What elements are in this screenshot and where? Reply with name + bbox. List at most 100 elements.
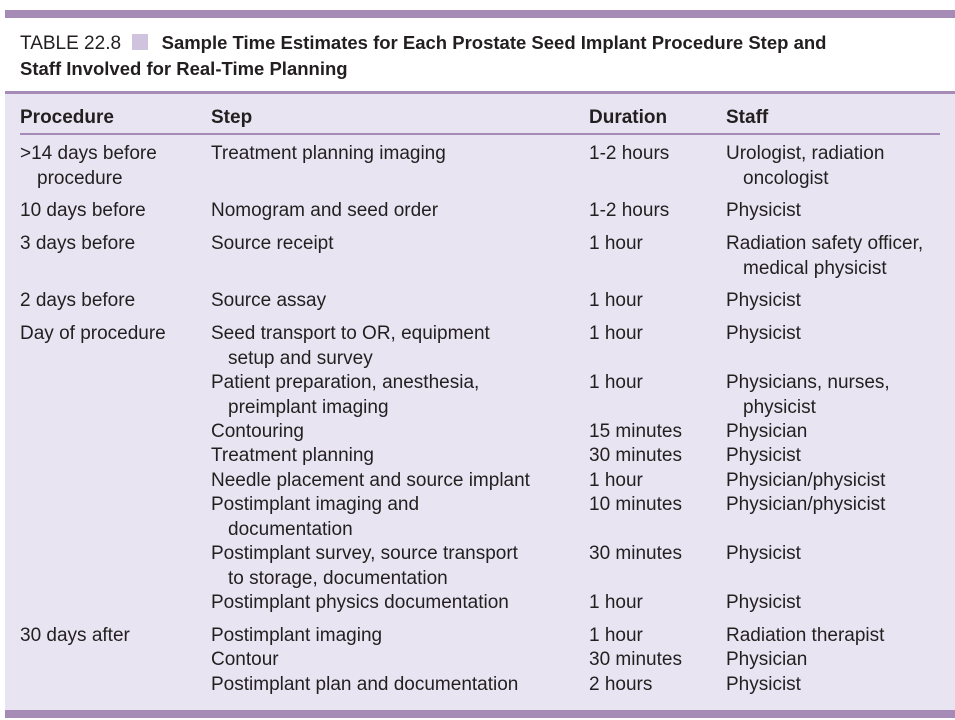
table-number: TABLE 22.8 bbox=[20, 33, 122, 54]
header-staff: Staff bbox=[726, 107, 769, 128]
duration-cell: 1 hour bbox=[589, 591, 719, 616]
staff-cell: Physician/physicist bbox=[726, 469, 951, 494]
step-cell: Source receipt bbox=[211, 232, 581, 257]
staff-cell: Physicist bbox=[726, 444, 951, 469]
procedure-cell: 10 days before bbox=[20, 199, 200, 224]
duration-cell-line: 1 hour bbox=[589, 592, 643, 613]
staff-cell-line: Physicians, nurses, bbox=[726, 372, 890, 393]
table-title-part-2: Staff Involved for Real-Time Planning bbox=[20, 58, 348, 79]
staff-cell-line: Physicist bbox=[726, 200, 801, 221]
duration-cell-line: 2 hours bbox=[589, 674, 653, 695]
procedure-cell: 30 days after bbox=[20, 624, 200, 649]
staff-cell: Physician bbox=[726, 648, 951, 673]
procedure-cell-line: 30 days after bbox=[20, 625, 130, 646]
step-cell: Postimplant survey, source transport to s… bbox=[211, 542, 581, 591]
top-rule bbox=[5, 10, 955, 18]
step-cell-line: Postimplant physics documentation bbox=[211, 592, 509, 613]
duration-cell: 30 minutes bbox=[589, 542, 719, 567]
step-cell-line: documentation bbox=[228, 518, 353, 540]
header-step: Step bbox=[211, 107, 253, 128]
duration-cell: 2 hours bbox=[589, 673, 719, 698]
header-rule bbox=[20, 133, 940, 135]
step-cell-line: Postimplant survey, source transport bbox=[211, 543, 518, 564]
step-cell: Nomogram and seed order bbox=[211, 199, 581, 224]
staff-cell: Physician bbox=[726, 420, 951, 445]
step-cell: Contour bbox=[211, 648, 581, 673]
step-cell-line: Nomogram and seed order bbox=[211, 200, 439, 221]
step-cell-line: Source assay bbox=[211, 290, 327, 311]
staff-cell-line: Urologist, radiation bbox=[726, 143, 885, 164]
step-cell: Treatment planning bbox=[211, 444, 581, 469]
staff-cell-line: Physician bbox=[726, 421, 808, 442]
duration-cell-line: 1 hour bbox=[589, 323, 643, 344]
staff-cell: Physicist bbox=[726, 673, 951, 698]
duration-cell: 1-2 hours bbox=[589, 142, 719, 167]
step-cell: Postimplant physics documentation bbox=[211, 591, 581, 616]
procedure-cell-line: 10 days before bbox=[20, 200, 146, 221]
step-cell-line: Patient preparation, anesthesia, bbox=[211, 372, 480, 393]
staff-cell-line: Physicist bbox=[726, 543, 801, 564]
step-cell: Postimplant imaging bbox=[211, 624, 581, 649]
duration-cell: 1 hour bbox=[589, 469, 719, 494]
step-cell-line: to storage, documentation bbox=[228, 567, 448, 589]
duration-cell: 10 minutes bbox=[589, 493, 719, 518]
duration-cell-line: 10 minutes bbox=[589, 494, 682, 515]
staff-cell: Physicist bbox=[726, 199, 951, 224]
staff-cell-line: Physicist bbox=[726, 674, 801, 695]
duration-cell: 15 minutes bbox=[589, 420, 719, 445]
step-cell-line: Treatment planning imaging bbox=[211, 143, 446, 164]
staff-cell: Radiation therapist bbox=[726, 624, 951, 649]
step-cell-line: Postimplant plan and documentation bbox=[211, 674, 519, 695]
duration-cell-line: 30 minutes bbox=[589, 649, 682, 670]
duration-cell-line: 30 minutes bbox=[589, 543, 682, 564]
step-cell: Postimplant plan and documentation bbox=[211, 673, 581, 698]
procedure-cell-line: Day of procedure bbox=[20, 323, 166, 344]
duration-cell-line: 1 hour bbox=[589, 290, 643, 311]
step-cell: Treatment planning imaging bbox=[211, 142, 581, 167]
duration-cell-line: 15 minutes bbox=[589, 421, 682, 442]
duration-cell: 1 hour bbox=[589, 322, 719, 347]
duration-cell: 1-2 hours bbox=[589, 199, 719, 224]
procedure-cell: 2 days before bbox=[20, 289, 200, 314]
duration-cell-line: 1 hour bbox=[589, 470, 643, 491]
duration-cell: 1 hour bbox=[589, 371, 719, 396]
step-cell: Contouring bbox=[211, 420, 581, 445]
duration-cell: 1 hour bbox=[589, 289, 719, 314]
staff-cell-line: medical physicist bbox=[743, 257, 887, 279]
caption-line-2: Staff Involved for Real-Time Planning bbox=[20, 56, 940, 82]
staff-cell-line: oncologist bbox=[743, 167, 829, 189]
staff-cell: Physicist bbox=[726, 322, 951, 347]
duration-cell-line: 1 hour bbox=[589, 625, 643, 646]
duration-cell-line: 1-2 hours bbox=[589, 143, 670, 164]
duration-cell: 1 hour bbox=[589, 624, 719, 649]
staff-cell-line: Physician/physicist bbox=[726, 494, 886, 515]
staff-cell-line: Radiation therapist bbox=[726, 625, 885, 646]
caption-line-1: TABLE 22.8 Sample Time Estimates for Eac… bbox=[20, 30, 940, 56]
table-title-part-1: Sample Time Estimates for Each Prostate … bbox=[161, 32, 827, 53]
staff-cell: Physicist bbox=[726, 591, 951, 616]
header-procedure: Procedure bbox=[20, 107, 114, 128]
duration-cell: 30 minutes bbox=[589, 444, 719, 469]
step-cell-line: Source receipt bbox=[211, 233, 334, 254]
staff-cell-line: Physicist bbox=[726, 445, 801, 466]
staff-cell-line: Physician/physicist bbox=[726, 470, 886, 491]
procedure-cell: 3 days before bbox=[20, 232, 200, 257]
staff-cell-line: Physicist bbox=[726, 592, 801, 613]
step-cell-line: Seed transport to OR, equipment bbox=[211, 323, 490, 344]
staff-cell: Physician/physicist bbox=[726, 493, 951, 518]
duration-cell: 30 minutes bbox=[589, 648, 719, 673]
duration-cell-line: 1 hour bbox=[589, 233, 643, 254]
step-cell-line: Contour bbox=[211, 649, 279, 670]
step-cell: Source assay bbox=[211, 289, 581, 314]
staff-cell: Radiation safety officer, medical physici… bbox=[726, 232, 951, 281]
bottom-rule bbox=[5, 710, 955, 718]
step-cell-line: Postimplant imaging bbox=[211, 625, 383, 646]
table-body bbox=[5, 91, 955, 713]
staff-cell-line: Physicist bbox=[726, 323, 801, 344]
staff-cell-line: Radiation safety officer, bbox=[726, 233, 924, 254]
step-cell-line: Treatment planning bbox=[211, 445, 375, 466]
staff-cell: Physicist bbox=[726, 542, 951, 567]
staff-cell-line: Physician bbox=[726, 649, 808, 670]
procedure-cell-line: >14 days before bbox=[20, 143, 157, 164]
